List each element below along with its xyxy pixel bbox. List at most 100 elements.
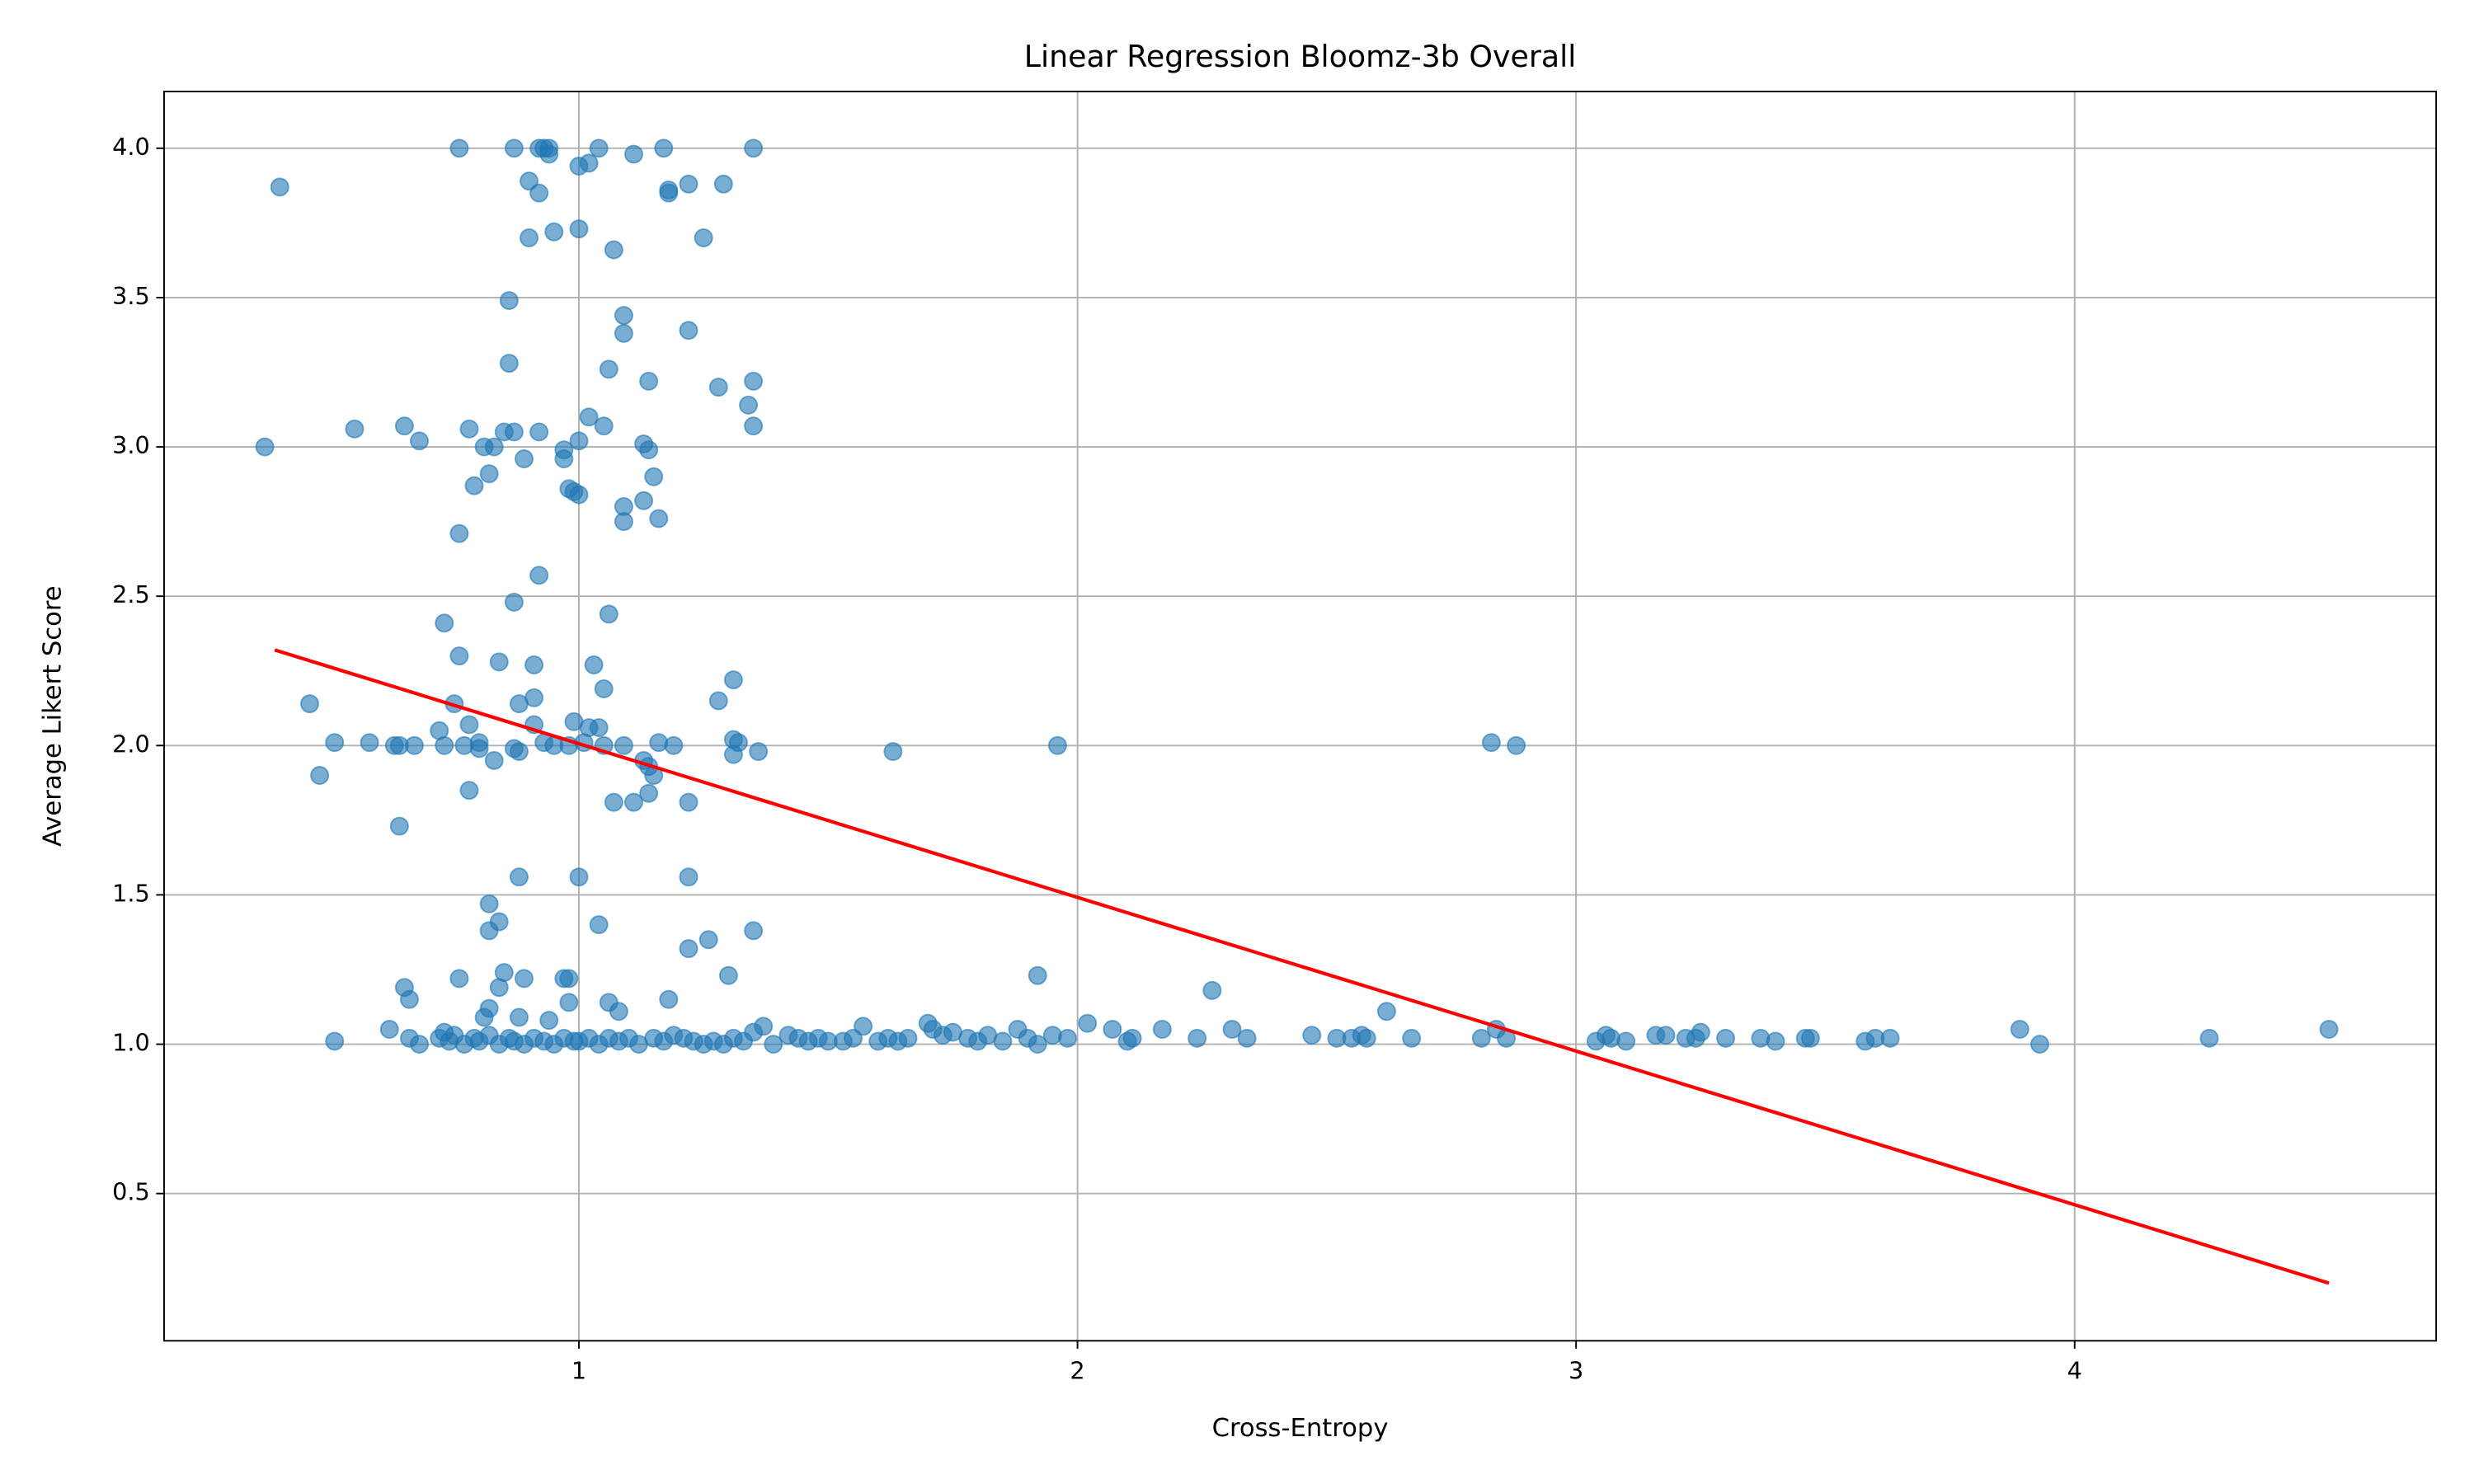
y-tick-label: 2.0 [112,730,150,758]
scatter-point [1058,1028,1077,1048]
scatter-point [479,464,499,484]
scatter-point [569,1031,589,1051]
scatter-point [679,867,698,887]
scatter-point [1237,1028,1257,1048]
scatter-point [1616,1031,1636,1051]
y-tick-label: 3.0 [112,431,150,459]
regression-line [274,648,2330,1285]
scatter-point [604,240,623,260]
scatter-point [379,1019,399,1039]
x-tick-label: 4 [2067,1357,2082,1385]
scatter-point [1047,735,1067,755]
scatter-point [569,431,589,451]
scatter-point [1103,1019,1122,1039]
scatter-point [1716,1028,1736,1048]
scatter-point [854,1017,873,1036]
scatter-point [360,733,379,753]
scatter-point [993,1031,1013,1051]
scatter-point [679,321,698,340]
scatter-point [520,228,539,247]
scatter-point [1880,1028,1900,1048]
scatter-point [614,306,633,326]
scatter-point [1357,1028,1376,1048]
scatter-point [614,512,633,532]
scatter-point [624,144,643,164]
scatter-point [1471,1028,1491,1048]
scatter-point [654,139,674,158]
plot-frame [163,91,2438,1342]
scatter-point [713,174,733,194]
scatter-point [469,739,489,758]
scatter-point [1028,1035,1047,1054]
scatter-point [614,323,633,343]
scatter-point [435,613,454,633]
scatter-point [270,177,289,197]
y-tick-label: 2.5 [112,580,150,608]
scatter-point [659,989,679,1009]
scatter-point [484,437,504,457]
scatter-point [504,139,524,158]
scatter-point [559,969,579,989]
scatter-point [449,524,469,543]
scatter-point [459,781,479,801]
scatter-point [489,652,509,672]
scatter-point [1202,980,1222,1000]
scatter-point [1122,1028,1142,1048]
scatter-point [520,171,539,191]
scatter-point [1188,1028,1207,1048]
scatter-point [634,491,654,510]
scatter-point [515,969,534,989]
scatter-point [639,440,659,460]
scatter-point [504,422,524,442]
scatter-point [679,792,698,812]
scatter-point [515,449,534,469]
scatter-point [659,183,679,203]
scatter-point [664,735,684,755]
scatter-point [644,467,664,486]
scatter-point [489,978,509,998]
scatter-point [539,1011,559,1031]
scatter-point [544,222,564,242]
scatter-point [679,174,698,194]
scatter-point [589,718,609,738]
y-tick-label: 4.0 [112,133,150,161]
x-tick-label: 3 [1569,1357,1583,1385]
scatter-point [300,694,319,714]
scatter-point [1402,1028,1422,1048]
scatter-point [898,1028,918,1048]
scatter-point [1376,1002,1396,1021]
scatter-point [410,431,430,451]
y-tick-label: 0.5 [112,1178,150,1206]
y-tick-label: 1.5 [112,879,150,907]
scatter-point [594,679,614,698]
scatter-point [679,939,698,959]
scatter-point [744,416,764,436]
scatter-point [2199,1028,2219,1048]
scatter-point [2319,1019,2339,1039]
scatter-point [609,1002,628,1021]
scatter-point [1078,1013,1098,1033]
scatter-point [639,783,659,803]
scatter-point [484,750,504,770]
scatter-point [624,792,643,812]
scatter-point [579,153,599,173]
scatter-point [325,1031,345,1051]
scatter-point [589,915,609,935]
y-tick-label: 3.5 [112,282,150,310]
scatter-point [584,655,604,674]
scatter-point [255,437,275,457]
scatter-point [389,816,409,836]
x-tick-label: 1 [571,1357,586,1385]
scatter-point [435,735,454,755]
scatter-point [569,867,589,887]
scatter-point [708,378,728,397]
scatter-point [499,291,519,311]
scatter-point [754,1017,774,1036]
x-axis-label: Cross-Entropy [1212,1414,1389,1443]
scatter-point [529,566,549,585]
scatter-point [744,139,764,158]
scatter-point [449,646,469,666]
scatter-point [529,183,549,203]
scatter-point [459,419,479,439]
